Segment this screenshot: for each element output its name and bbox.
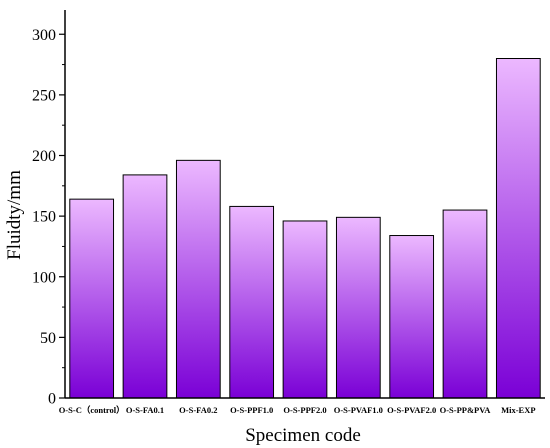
x-tick-label-3: O-S-PPF1.0 xyxy=(230,405,273,415)
y-tick-label-4: 200 xyxy=(32,148,56,165)
y-ticks-layer: 0 50 100 150 200 250 300 xyxy=(32,27,65,408)
x-axis-title: Specimen code xyxy=(245,425,361,446)
y-axis-title: Fluidty/mm xyxy=(4,170,25,260)
bar-0 xyxy=(69,198,115,399)
x-tick-label-5: O-S-PVAF1.0 xyxy=(334,405,383,415)
y-tick-label-0: 0 xyxy=(48,391,56,408)
x-tick-label-7: O-S-PP&PVA xyxy=(440,405,492,415)
y-tick-label-6: 300 xyxy=(32,27,56,44)
y-tick-label-3: 150 xyxy=(32,209,56,226)
x-tick-label-0: O-S-C（control） xyxy=(59,405,125,415)
bar-8 xyxy=(495,58,541,399)
axes-layer xyxy=(64,10,545,399)
bars-layer xyxy=(69,58,541,399)
y-tick-label-1: 50 xyxy=(40,330,56,347)
x-tick-label-8: Mix-EXP xyxy=(501,405,535,415)
bar-1 xyxy=(122,174,168,399)
x-tick-label-4: O-S-PPF2.0 xyxy=(283,405,326,415)
x-tick-label-6: O-S-PVAF2.0 xyxy=(387,405,436,415)
bar-7 xyxy=(442,209,488,399)
bar-2 xyxy=(175,159,221,399)
bar-6 xyxy=(389,235,435,399)
bar-4 xyxy=(282,220,328,399)
x-labels-layer: O-S-C（control） O-S-FA0.1 O-S-FA0.2 O-S-PPF1… xyxy=(59,405,536,415)
bar-3 xyxy=(229,205,275,399)
y-tick-label-2: 100 xyxy=(32,269,56,286)
x-tick-label-2: O-S-FA0.2 xyxy=(179,405,217,415)
x-tick-label-1: O-S-FA0.1 xyxy=(126,405,164,415)
bar-5 xyxy=(335,216,381,399)
y-tick-label-5: 250 xyxy=(32,87,56,104)
